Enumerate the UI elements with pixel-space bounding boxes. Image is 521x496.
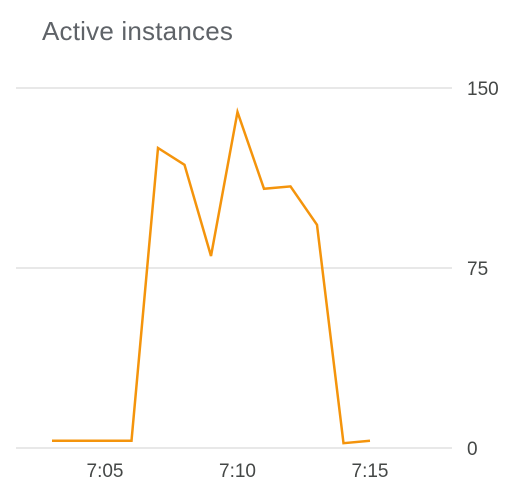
series bbox=[51, 107, 371, 445]
x-tick-label: 7:05 bbox=[87, 461, 124, 482]
y-axis-ticks: 0 75 150 bbox=[467, 79, 499, 460]
y-tick-label: 75 bbox=[467, 259, 488, 280]
x-tick-label: 7:15 bbox=[352, 461, 389, 482]
x-axis-ticks: 7:05 7:10 7:15 bbox=[87, 461, 389, 482]
y-tick-label: 0 bbox=[467, 439, 478, 460]
x-tick-label: 7:10 bbox=[219, 461, 256, 482]
grid bbox=[16, 87, 452, 449]
series-line bbox=[52, 107, 371, 445]
chart-title: Active instances bbox=[42, 16, 234, 46]
y-tick-label: 150 bbox=[467, 79, 499, 100]
